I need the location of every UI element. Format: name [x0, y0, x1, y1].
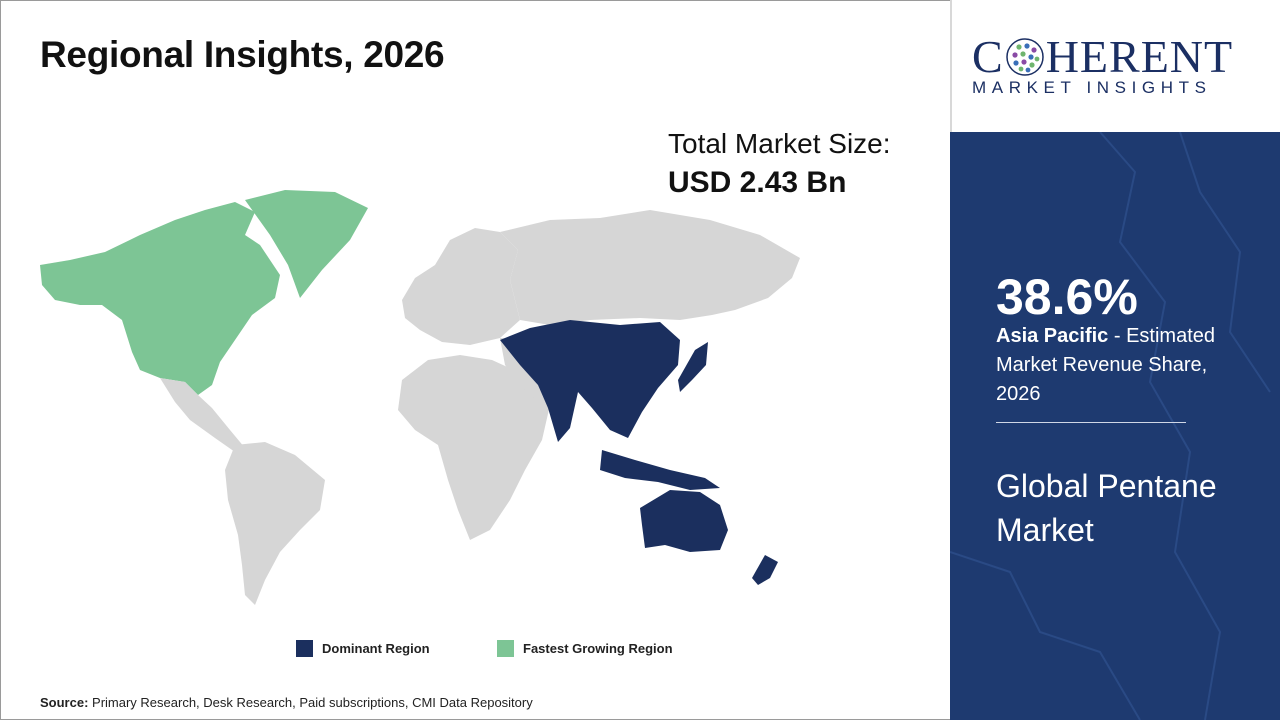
- market-name: Global Pentane Market: [996, 468, 1217, 548]
- market-size-label: Total Market Size:: [668, 128, 891, 159]
- legend-fastest: Fastest Growing Region: [497, 640, 673, 657]
- region-greenland: [245, 190, 368, 298]
- region-new-zealand: [752, 555, 778, 585]
- source-text: Primary Research, Desk Research, Paid su…: [88, 695, 533, 710]
- legend-dominant: Dominant Region: [296, 640, 430, 657]
- logo-globe-icon: [1005, 37, 1044, 76]
- legend-fastest-label: Fastest Growing Region: [523, 641, 673, 656]
- region-southeast-asia-islands: [600, 450, 720, 490]
- region-north-america: [40, 202, 280, 395]
- share-region: Asia Pacific: [996, 325, 1109, 347]
- logo-word-left: C: [972, 31, 1004, 82]
- region-africa: [398, 355, 550, 540]
- logo: C HERENT MARKET INSIGHTS: [950, 0, 1280, 132]
- logo-tagline: MARKET INSIGHTS: [972, 78, 1212, 97]
- panel-map-texture: [950, 132, 1271, 720]
- highlight-panel: 38.6% Asia Pacific - Estimated Market Re…: [950, 132, 1280, 720]
- legend-dominant-swatch: [296, 640, 313, 657]
- logo-word-right: HERENT: [1045, 31, 1234, 82]
- share-description: Asia Pacific - Estimated Market Revenue …: [996, 322, 1246, 409]
- legend-fastest-swatch: [497, 640, 514, 657]
- region-asia-pacific: [500, 320, 680, 442]
- world-map: [40, 190, 800, 605]
- panel-divider: [996, 422, 1186, 423]
- region-south-america: [225, 442, 325, 605]
- region-central-america: [160, 378, 245, 452]
- legend-dominant-label: Dominant Region: [322, 641, 430, 656]
- share-desc-text: - Estimated Market Revenue Share, 2026: [996, 325, 1215, 405]
- source-label: Source:: [40, 695, 89, 710]
- region-japan: [678, 342, 708, 392]
- page-title: Regional Insights, 2026: [40, 34, 445, 75]
- logo-wordmark: C HERENT: [972, 30, 1233, 83]
- region-russia: [500, 210, 800, 325]
- market-size-value: USD 2.43 Bn: [668, 166, 847, 199]
- source-note: Source: Primary Research, Desk Research,…: [40, 695, 533, 710]
- region-australia: [640, 490, 728, 552]
- share-value: 38.6%: [996, 269, 1138, 325]
- region-europe: [402, 228, 520, 345]
